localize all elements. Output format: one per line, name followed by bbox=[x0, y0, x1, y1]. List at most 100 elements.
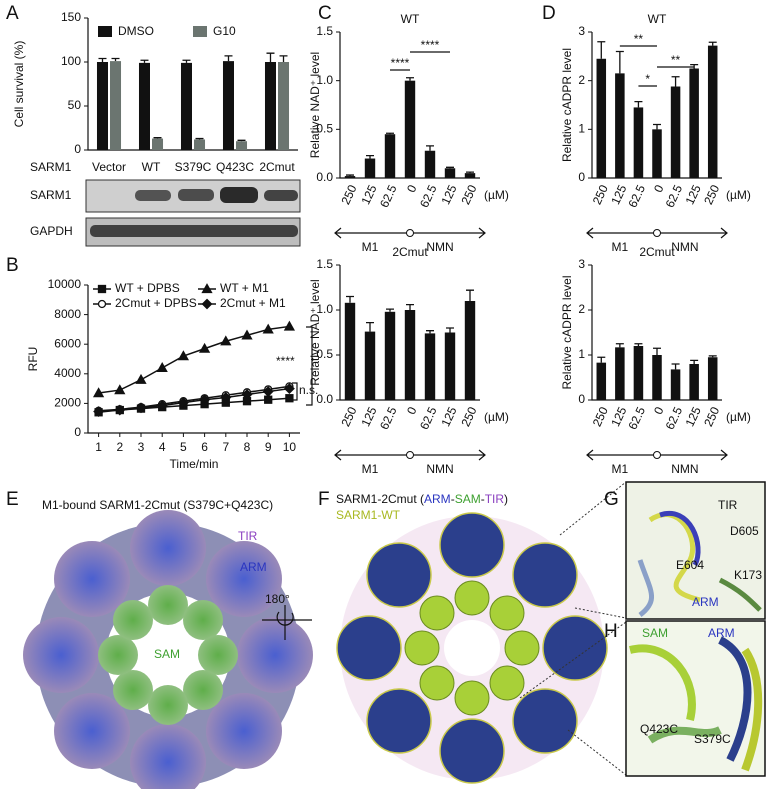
bar bbox=[344, 176, 356, 178]
y-tick-label: 50 bbox=[68, 98, 82, 112]
x-tick-label: 62.5 bbox=[417, 182, 440, 209]
y-tick-label: 100 bbox=[61, 54, 81, 68]
x-tick-label: 10 bbox=[283, 440, 297, 454]
bar bbox=[652, 355, 662, 400]
y-tick-label: 0.0 bbox=[316, 170, 333, 184]
significance-label: **** bbox=[421, 38, 440, 52]
y-tick-label: 0 bbox=[74, 142, 81, 156]
x-unit: (µM) bbox=[726, 410, 751, 424]
x-tick-label: 9 bbox=[265, 440, 272, 454]
y-axis-label: Cell survival (%) bbox=[12, 41, 26, 128]
bar bbox=[670, 86, 681, 178]
x-tick-label: 7 bbox=[222, 440, 229, 454]
marker bbox=[241, 329, 253, 340]
x-tick-label: 62.5 bbox=[663, 182, 686, 209]
y-tick-label: 2 bbox=[578, 302, 585, 316]
x-axis-label: Time/min bbox=[170, 457, 219, 471]
y-tick-label: 0.5 bbox=[316, 347, 333, 361]
x-tick-label: 125 bbox=[438, 182, 459, 206]
significance-bracket bbox=[306, 326, 313, 406]
marker bbox=[198, 342, 211, 353]
error-bar bbox=[237, 139, 246, 142]
bar bbox=[652, 129, 662, 178]
bar bbox=[707, 45, 718, 179]
bar bbox=[344, 302, 356, 400]
residue-label: D605 bbox=[730, 524, 759, 538]
legend-marker bbox=[201, 283, 213, 294]
panel-label: B bbox=[6, 255, 19, 276]
significance-bracket bbox=[292, 382, 298, 401]
panel-label: D bbox=[542, 3, 556, 24]
significance-label: ** bbox=[634, 32, 644, 46]
bar bbox=[633, 107, 644, 178]
residue-label: ARM bbox=[708, 626, 735, 640]
error-bar bbox=[366, 154, 374, 159]
marker bbox=[220, 392, 232, 403]
group-label: M1 bbox=[362, 462, 379, 476]
error-bar bbox=[140, 59, 149, 63]
marker bbox=[262, 323, 274, 334]
x-tick-label: 250 bbox=[701, 182, 722, 206]
legend-part: TIR bbox=[485, 492, 505, 506]
error-bar bbox=[653, 123, 661, 130]
rotation-arrow bbox=[262, 605, 312, 640]
y-tick-label: 1.0 bbox=[316, 73, 333, 87]
error-bar bbox=[195, 137, 204, 140]
y-tick-label: 6000 bbox=[54, 336, 81, 350]
bar bbox=[404, 310, 416, 400]
y-tick-label: 3 bbox=[578, 24, 585, 38]
bar bbox=[96, 62, 108, 150]
error-bar bbox=[634, 343, 643, 346]
legend-marker bbox=[97, 284, 107, 294]
x-tick-label: 250 bbox=[701, 404, 722, 428]
error-bar bbox=[653, 347, 661, 355]
legend-label: WT + M1 bbox=[220, 281, 269, 295]
error-bar bbox=[690, 63, 699, 69]
x-tick-label: 5 bbox=[180, 440, 187, 454]
residue-label: SAM bbox=[642, 626, 668, 640]
legend-part: SARM1-2Cmut ( bbox=[336, 492, 424, 506]
bar bbox=[615, 73, 625, 178]
bar bbox=[596, 362, 607, 400]
group-origin bbox=[406, 229, 414, 237]
y-axis-label: Relative cADPR level bbox=[560, 275, 574, 389]
group-label: NMN bbox=[671, 462, 698, 476]
residue-label: ARM bbox=[692, 595, 719, 609]
error-bar bbox=[386, 308, 394, 312]
marker bbox=[135, 373, 147, 384]
legend-label: 2Cmut + M1 bbox=[220, 296, 286, 310]
residue-label: E604 bbox=[676, 558, 704, 572]
legend-marker bbox=[201, 298, 213, 310]
marker bbox=[156, 400, 168, 412]
x-tick-label: 125 bbox=[683, 182, 704, 206]
residue-label: K173 bbox=[734, 568, 762, 582]
panel-label: H bbox=[604, 621, 618, 642]
marker bbox=[262, 386, 274, 397]
group-origin bbox=[406, 451, 414, 459]
error-bar bbox=[615, 343, 624, 348]
bar bbox=[180, 62, 192, 150]
line bbox=[98, 325, 290, 394]
bar bbox=[464, 301, 476, 400]
marker bbox=[156, 362, 168, 373]
y-tick-label: 0.5 bbox=[316, 122, 333, 136]
bar bbox=[424, 333, 436, 400]
x-tick-label: 1 bbox=[95, 440, 102, 454]
significance-label: **** bbox=[276, 354, 295, 368]
bar bbox=[615, 347, 625, 400]
bar bbox=[633, 346, 644, 400]
x-unit: (µM) bbox=[484, 188, 509, 202]
bar bbox=[194, 139, 206, 150]
error-bar bbox=[426, 330, 434, 334]
blot-band-label: SARM1 bbox=[30, 188, 72, 202]
zoom-lines bbox=[519, 481, 627, 776]
x-tick-label: Vector bbox=[92, 160, 126, 174]
y-tick-label: 3 bbox=[578, 257, 585, 271]
x-tick-label: 4 bbox=[159, 440, 166, 454]
legend-part: SAM bbox=[455, 492, 481, 506]
marker bbox=[177, 350, 190, 361]
legend-label: 2Cmut + DPBS bbox=[115, 296, 197, 310]
y-tick-label: 2 bbox=[578, 73, 585, 87]
group-label: M1 bbox=[362, 240, 379, 254]
